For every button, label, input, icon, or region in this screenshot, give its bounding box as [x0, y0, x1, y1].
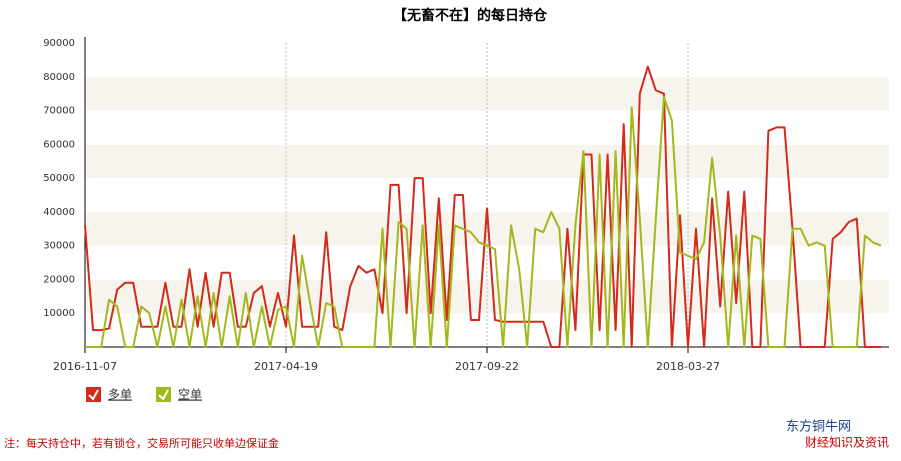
legend-label: 空单 — [178, 388, 202, 402]
footnote: 注：每天持仓中，若有锁仓，交易所可能只收单边保证金 — [4, 436, 279, 450]
source-sub: 财经知识及资讯 — [805, 436, 889, 450]
y-tick-label: 60000 — [43, 139, 75, 150]
y-tick-label: 30000 — [43, 241, 75, 252]
series-line — [84, 65, 881, 348]
x-tick-label: 2017-04-19 — [254, 360, 318, 373]
y-tick-label: 70000 — [43, 106, 75, 117]
x-tick-label: 2017-09-22 — [455, 360, 519, 373]
series-line — [85, 96, 882, 348]
grid-band — [85, 76, 889, 111]
y-tick-label: 80000 — [43, 72, 75, 83]
chart-title: 【无畜不在】的每日持仓 — [393, 7, 548, 24]
y-tick-label: 10000 — [43, 308, 75, 319]
legend-check — [88, 389, 99, 401]
x-tick-label: 2016-11-07 — [53, 360, 117, 373]
legend-label: 多单 — [108, 388, 132, 402]
y-tick-label: 90000 — [43, 38, 75, 49]
y-tick-label: 40000 — [43, 207, 75, 218]
y-tick-label: 20000 — [43, 274, 75, 285]
x-tick-label: 2018-03-27 — [656, 360, 720, 373]
legend-check — [158, 389, 169, 401]
y-tick-label: 50000 — [43, 173, 75, 184]
source: 东方铜牛网 — [786, 419, 851, 435]
